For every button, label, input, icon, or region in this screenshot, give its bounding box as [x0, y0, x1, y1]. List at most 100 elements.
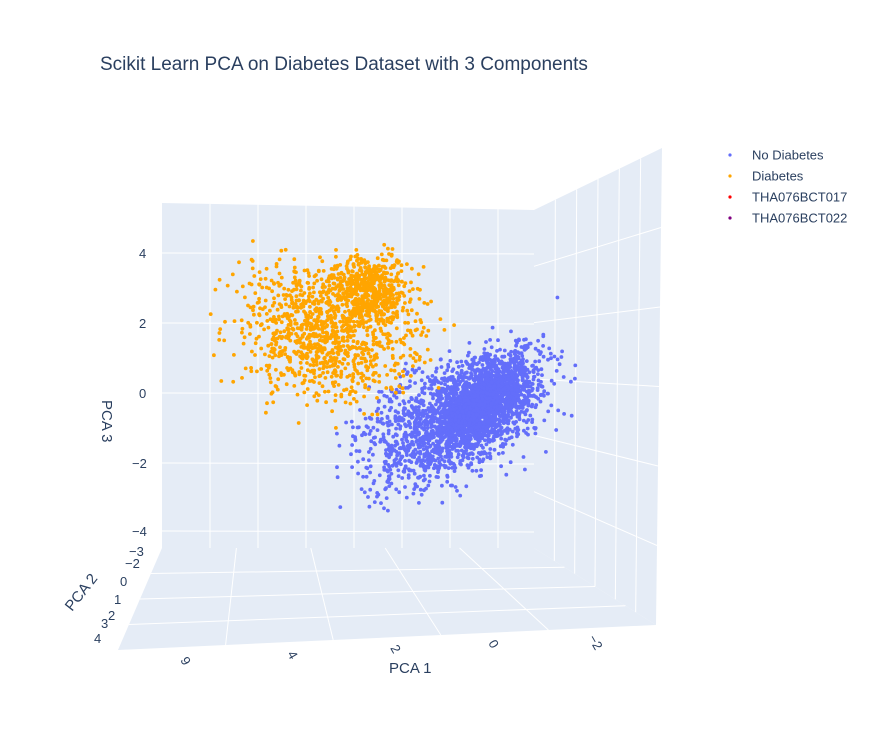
data-point — [268, 308, 272, 313]
data-point — [362, 490, 367, 495]
data-point — [398, 424, 403, 429]
data-point — [406, 473, 411, 477]
data-point — [427, 462, 431, 467]
data-point — [500, 381, 504, 386]
data-point — [387, 446, 392, 450]
data-point — [388, 467, 393, 472]
data-point — [521, 418, 526, 423]
data-point — [444, 402, 448, 407]
data-point — [450, 432, 455, 437]
legend-item[interactable]: THA076BCT017 — [728, 190, 847, 205]
data-point — [559, 355, 564, 359]
data-point — [447, 430, 452, 434]
data-point — [513, 349, 517, 354]
z-axis-title: PCA 3 — [98, 400, 115, 443]
data-point — [475, 442, 480, 447]
x-tick-label: −2 — [585, 632, 605, 652]
data-point — [250, 266, 255, 271]
data-point — [462, 405, 467, 409]
data-point — [284, 335, 288, 340]
data-point — [450, 483, 454, 488]
data-point — [443, 464, 448, 469]
data-point — [482, 382, 487, 387]
data-point — [467, 421, 472, 425]
data-point — [384, 258, 389, 263]
data-point — [394, 395, 399, 400]
data-point — [405, 262, 409, 266]
data-point — [470, 456, 475, 461]
data-point — [329, 267, 334, 271]
data-point — [427, 434, 432, 439]
data-point — [413, 381, 417, 385]
data-point — [539, 379, 543, 384]
data-point — [465, 443, 470, 448]
data-point — [351, 339, 356, 344]
data-point — [376, 399, 381, 404]
data-point — [437, 396, 441, 400]
legend-item[interactable]: Diabetes — [728, 169, 804, 184]
data-point — [400, 308, 405, 313]
data-point — [364, 365, 368, 369]
data-point — [274, 264, 279, 269]
data-point — [488, 456, 493, 461]
data-point — [415, 311, 419, 316]
data-point — [345, 287, 350, 292]
data-point — [555, 357, 560, 362]
data-point — [350, 269, 355, 274]
data-point — [404, 495, 409, 500]
data-point — [379, 252, 384, 257]
data-point — [315, 334, 319, 338]
data-point — [500, 412, 504, 417]
data-point — [536, 338, 540, 343]
data-point — [494, 369, 498, 374]
data-point — [447, 349, 452, 353]
data-point — [393, 461, 397, 466]
data-point — [359, 487, 364, 491]
data-point — [484, 442, 489, 447]
data-point — [507, 377, 511, 381]
data-point — [394, 339, 399, 344]
data-point — [562, 412, 566, 416]
legend-item[interactable]: No Diabetes — [728, 148, 824, 163]
data-point — [293, 321, 298, 326]
data-point — [381, 432, 386, 437]
data-point — [290, 300, 295, 305]
data-point — [251, 239, 255, 243]
data-point — [380, 264, 385, 269]
data-point — [413, 319, 418, 324]
data-point — [420, 426, 424, 430]
data-point — [327, 358, 332, 363]
data-point — [432, 466, 436, 471]
data-point — [417, 297, 422, 301]
data-point — [392, 368, 397, 373]
data-point — [415, 399, 420, 404]
data-point — [305, 361, 309, 365]
data-point — [464, 429, 469, 433]
data-point — [342, 339, 346, 343]
data-point — [384, 486, 388, 491]
data-point — [389, 385, 393, 390]
data-point — [477, 439, 482, 443]
data-point — [218, 327, 223, 331]
data-point — [514, 343, 518, 348]
data-point — [541, 332, 546, 337]
data-point — [411, 356, 416, 360]
data-point — [499, 436, 504, 441]
data-point — [480, 406, 485, 410]
data-point — [440, 390, 445, 394]
data-point — [418, 416, 423, 421]
data-point — [391, 316, 395, 321]
y-tick-label: 3 — [101, 616, 108, 631]
data-point — [389, 405, 393, 410]
data-point — [426, 328, 431, 333]
data-point — [496, 383, 501, 388]
legend-item[interactable]: THA076BCT022 — [728, 211, 847, 226]
grid-line — [533, 227, 662, 267]
data-point — [385, 318, 390, 322]
data-point — [308, 363, 313, 367]
data-point — [552, 381, 557, 386]
z-tick-label: 2 — [139, 316, 146, 331]
data-point — [320, 326, 325, 330]
3d-scene[interactable] — [118, 148, 662, 650]
data-point — [453, 442, 458, 447]
